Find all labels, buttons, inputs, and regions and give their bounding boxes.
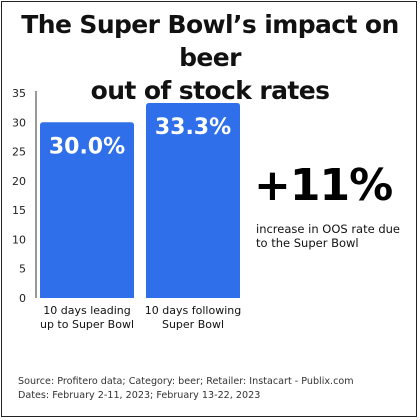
y-tick-label: 5 [19,263,26,276]
chart-title-line-1: The Super Bowl’s impact on beer [21,10,399,72]
callout-value: +11% [254,160,393,211]
source-line-1: Source: Profitero data; Category: beer; … [18,376,354,387]
chart-title-line-2: out of stock rates [90,76,330,105]
callout-description: increase in OOS rate due to the Super Bo… [256,222,416,250]
y-tick-label: 35 [12,87,26,100]
y-tick-label: 10 [12,233,26,246]
source-note: Source: Profitero data; Category: beer; … [18,375,410,402]
callout-description-line-2: to the Super Bowl [256,236,359,250]
x-category-label: 10 days leading [43,304,131,317]
y-tick-label: 30 [12,116,26,129]
bar [146,102,240,298]
x-category-label: 10 days following [145,304,241,317]
y-tick-label: 0 [19,292,26,305]
y-tick-label: 25 [12,146,26,159]
y-tick-label: 15 [12,204,26,217]
x-category-label: Super Bowl [162,318,224,331]
bar-data-label: 33.3% [155,115,231,140]
callout-description-line-1: increase in OOS rate due [256,222,401,236]
x-category-label: up to Super Bowl [40,318,134,331]
bar [40,122,134,299]
source-line-2: Dates: February 2-11, 2023; February 13-… [18,389,261,401]
bar-data-label: 30.0% [49,134,125,159]
chart-title: The Super Bowl’s impact on beer out of s… [0,8,420,107]
y-tick-label: 20 [12,175,26,188]
